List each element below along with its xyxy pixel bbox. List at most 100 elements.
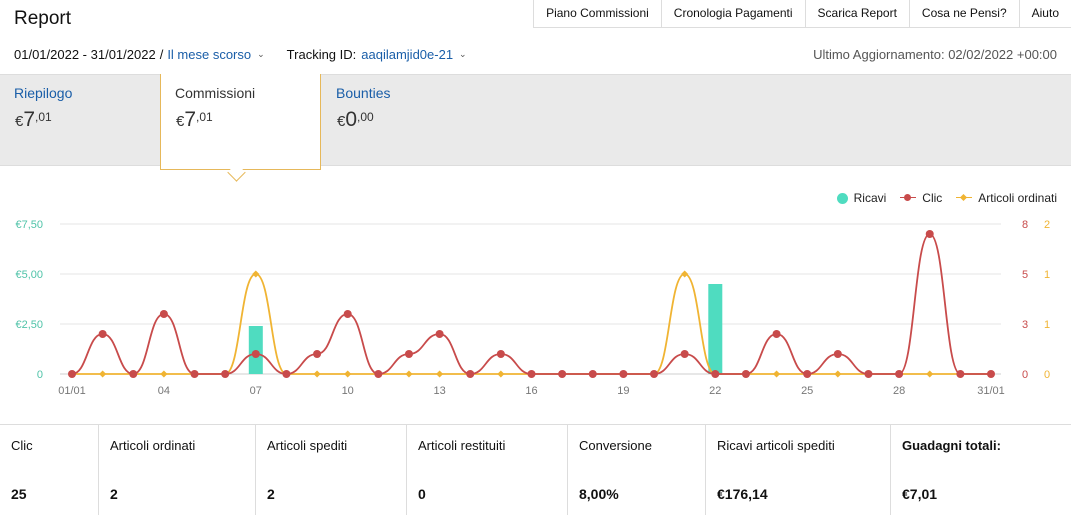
- stat-conversione: Conversione 8,00%: [568, 425, 706, 515]
- nav-aiuto[interactable]: Aiuto: [1018, 0, 1071, 27]
- right-tick-label: 2: [1044, 219, 1050, 231]
- nav-cronologia-pagamenti[interactable]: Cronologia Pagamenti: [660, 0, 805, 27]
- clic-point: [496, 350, 505, 358]
- tab-value: €0,00: [337, 108, 374, 131]
- clic-line: [71, 233, 991, 375]
- clic-point: [527, 370, 536, 378]
- clic-point: [864, 370, 873, 378]
- articoli-ordinati-point: [99, 370, 107, 378]
- stat-ricavi-spediti: Ricavi articoli spediti €176,14: [706, 425, 891, 515]
- clic-point: [282, 370, 291, 378]
- articoli-ordinati-point: [313, 370, 321, 378]
- articoli-ordinati-point: [834, 370, 842, 378]
- articoli-ordinati-point: [344, 370, 352, 378]
- right-tick-label: 3: [1022, 319, 1028, 331]
- x-tick-label: 10: [342, 385, 354, 397]
- tab-label: Riepilogo: [14, 85, 73, 101]
- stat-value: 25: [11, 486, 27, 502]
- filter-bar: 01/01/2022 - 31/01/2022 / Il mese scorso…: [14, 47, 467, 62]
- tab-value: €7,01: [15, 108, 52, 131]
- left-tick-label: €2,50: [15, 319, 43, 331]
- tab-commissioni[interactable]: Commissioni €7,01: [160, 74, 321, 170]
- ricavi-bar: [708, 284, 723, 374]
- stat-value: 2: [110, 486, 118, 502]
- clic-point: [925, 230, 934, 238]
- x-tick-label: 31/01: [977, 385, 1005, 397]
- legend-articoli[interactable]: Articoli ordinati: [956, 191, 1057, 205]
- ricavi-swatch-icon: [836, 192, 848, 204]
- stat-label: Conversione: [579, 438, 652, 453]
- clic-point: [895, 370, 904, 378]
- x-tick-label: 13: [433, 385, 445, 397]
- stat-articoli-spediti: Articoli spediti 2: [256, 425, 407, 515]
- stat-guadagni-totali: Guadagni totali: €7,01: [891, 425, 1071, 515]
- articoli-ordinati-point: [497, 370, 505, 378]
- date-preset-dropdown[interactable]: Il mese scorso ⌄: [167, 47, 264, 62]
- x-tick-label: 01/01: [58, 385, 86, 397]
- clic-point: [466, 370, 475, 378]
- clic-point: [374, 370, 383, 378]
- clic-point: [98, 330, 107, 338]
- stat-value: 0: [418, 486, 426, 502]
- top-nav: Piano Commissioni Cronologia Pagamenti S…: [533, 0, 1071, 28]
- right-tick-label: 5: [1022, 269, 1028, 281]
- clic-point: [313, 350, 322, 358]
- tab-bounties[interactable]: Bounties €0,00: [322, 74, 482, 170]
- stat-label: Ricavi articoli spediti: [717, 438, 835, 453]
- chart-legend: Ricavi Clic Articoli ordinati: [823, 191, 1057, 205]
- x-tick-label: 22: [709, 385, 721, 397]
- legend-ricavi[interactable]: Ricavi: [836, 191, 887, 205]
- stat-clic: Clic 25: [0, 425, 99, 515]
- nav-scarica-report[interactable]: Scarica Report: [804, 0, 909, 27]
- stat-value: €7,01: [902, 486, 938, 502]
- clic-point: [619, 370, 628, 378]
- clic-point: [558, 370, 567, 378]
- left-tick-label: 0: [37, 369, 43, 381]
- chevron-down-icon: ⌄: [459, 49, 467, 59]
- clic-point: [68, 370, 76, 378]
- tab-label: Bounties: [336, 85, 391, 101]
- stat-label: Articoli ordinati: [110, 438, 196, 453]
- clic-point: [435, 330, 444, 338]
- right-tick-label: 1: [1044, 319, 1050, 331]
- x-tick-label: 07: [250, 385, 262, 397]
- tracking-label: Tracking ID:: [286, 47, 357, 62]
- left-tick-label: €7,50: [15, 219, 43, 231]
- clic-point: [803, 370, 812, 378]
- nav-feedback[interactable]: Cosa ne Pensi?: [908, 0, 1019, 27]
- date-preset-label: Il mese scorso: [167, 47, 252, 62]
- articoli-ordinati-point: [681, 270, 689, 278]
- stats-bar: Clic 25 Articoli ordinati 2 Articoli spe…: [0, 424, 1071, 515]
- tracking-id-value: aaqilamjid0e-21: [361, 47, 454, 62]
- last-update: Ultimo Aggiornamento: 02/02/2022 +00:00: [813, 47, 1057, 62]
- articoli-ordinati-point: [160, 370, 168, 378]
- nav-piano-commissioni[interactable]: Piano Commissioni: [533, 0, 661, 27]
- stat-label: Guadagni totali:: [902, 438, 1001, 453]
- legend-clic[interactable]: Clic: [900, 191, 942, 205]
- clic-point: [772, 330, 781, 338]
- articoli-ordinati-point: [252, 270, 260, 278]
- x-tick-label: 28: [893, 385, 905, 397]
- stat-articoli-ordinati: Articoli ordinati 2: [99, 425, 256, 515]
- date-range: 01/01/2022 - 31/01/2022: [14, 47, 156, 62]
- left-tick-label: €5,00: [15, 269, 43, 281]
- right-tick-label: 8: [1022, 219, 1028, 231]
- right-tick-label: 0: [1022, 369, 1028, 381]
- legend-ricavi-label: Ricavi: [853, 191, 887, 205]
- right-tick-label: 0: [1044, 369, 1050, 381]
- tracking-id-dropdown[interactable]: aaqilamjid0e-21 ⌄: [361, 47, 466, 62]
- date-separator: /: [159, 47, 164, 62]
- legend-clic-label: Clic: [922, 191, 943, 205]
- tab-value: €7,01: [176, 108, 213, 131]
- clic-point: [956, 370, 965, 378]
- clic-point: [987, 370, 995, 378]
- clic-point: [190, 370, 199, 378]
- legend-articoli-label: Articoli ordinati: [978, 191, 1057, 205]
- x-tick-label: 25: [801, 385, 813, 397]
- clic-point: [159, 310, 168, 318]
- articoli-swatch-icon: [956, 193, 973, 202]
- clic-point: [221, 370, 230, 378]
- performance-chart: 0 €2,50 €5,00 €7,50 0 3 5 8 0 1 1 2 01/01 04 07 10 13 16 1…: [15, 219, 1050, 397]
- articoli-ordinati-point: [405, 370, 413, 378]
- tab-riepilogo[interactable]: Riepilogo €7,01: [0, 74, 160, 170]
